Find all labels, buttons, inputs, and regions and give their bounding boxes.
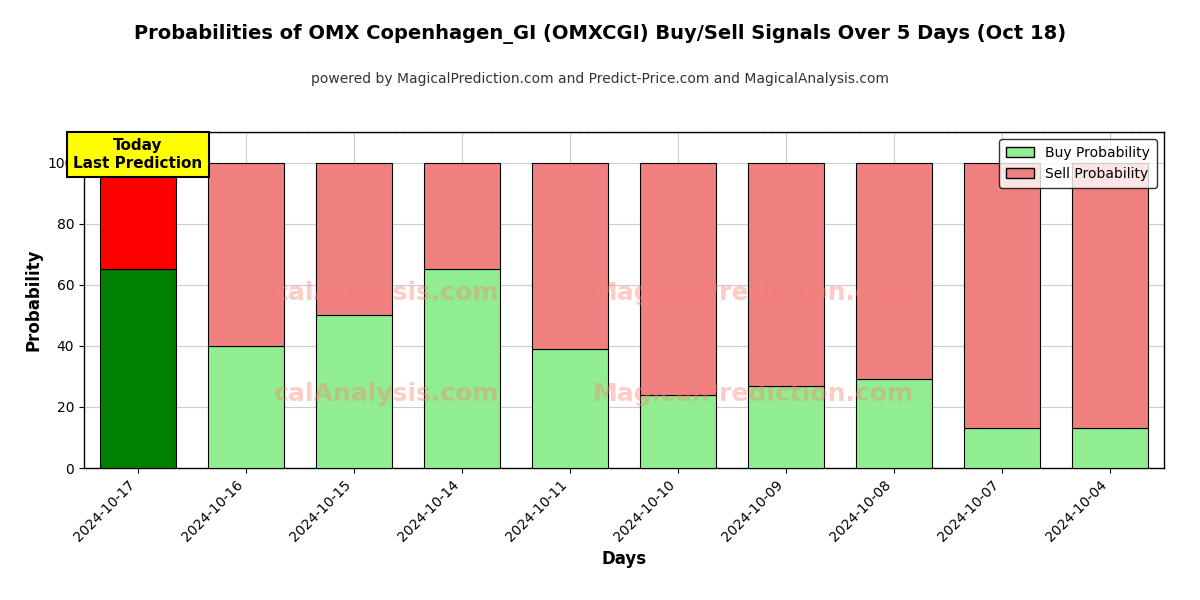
Bar xyxy=(641,395,716,468)
Bar xyxy=(749,163,824,386)
Text: calAnalysis.com: calAnalysis.com xyxy=(274,382,499,406)
Legend: Buy Probability, Sell Probability: Buy Probability, Sell Probability xyxy=(1000,139,1157,188)
Bar xyxy=(533,163,607,349)
Bar xyxy=(101,269,176,468)
Bar xyxy=(1073,428,1147,468)
Bar xyxy=(533,349,607,468)
Bar xyxy=(965,428,1039,468)
Text: Today
Last Prediction: Today Last Prediction xyxy=(73,138,203,170)
Bar xyxy=(101,163,176,269)
Text: Probabilities of OMX Copenhagen_GI (OMXCGI) Buy/Sell Signals Over 5 Days (Oct 18: Probabilities of OMX Copenhagen_GI (OMXC… xyxy=(134,24,1066,44)
Text: MagicalPrediction.com: MagicalPrediction.com xyxy=(593,382,914,406)
Y-axis label: Probability: Probability xyxy=(24,249,42,351)
Bar xyxy=(965,163,1039,428)
Bar xyxy=(425,269,500,468)
Bar xyxy=(317,163,391,315)
Text: MagicalPrediction.com: MagicalPrediction.com xyxy=(593,281,914,305)
Bar xyxy=(317,315,391,468)
Bar xyxy=(209,346,284,468)
Bar xyxy=(641,163,716,395)
Text: powered by MagicalPrediction.com and Predict-Price.com and MagicalAnalysis.com: powered by MagicalPrediction.com and Pre… xyxy=(311,72,889,86)
Text: calAnalysis.com: calAnalysis.com xyxy=(274,281,499,305)
X-axis label: Days: Days xyxy=(601,550,647,568)
Bar xyxy=(857,379,932,468)
Bar xyxy=(857,163,932,379)
Bar xyxy=(1073,163,1147,428)
Bar xyxy=(425,163,500,269)
Bar xyxy=(749,386,824,468)
Bar xyxy=(209,163,284,346)
